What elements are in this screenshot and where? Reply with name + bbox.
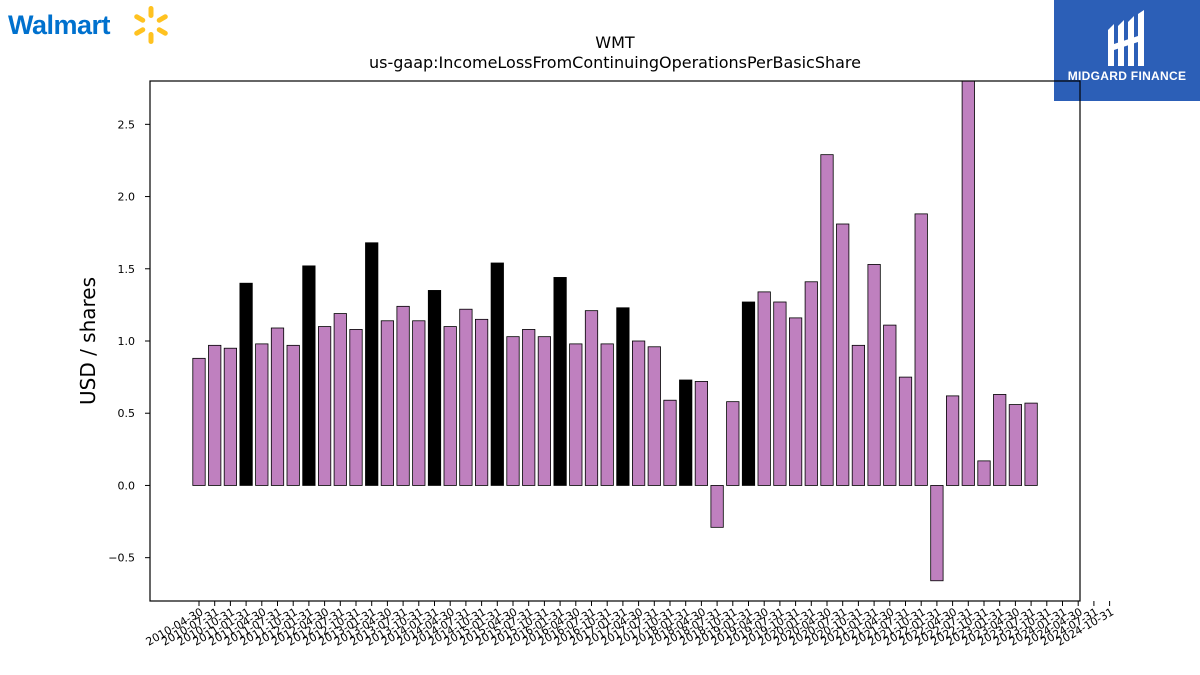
bar-2022-10-31 bbox=[977, 460, 991, 486]
bar-2018-07-31 bbox=[710, 485, 724, 528]
bar-2019-07-31 bbox=[773, 301, 787, 486]
bar-2011-07-31 bbox=[270, 327, 285, 486]
bar-2021-04-30 bbox=[883, 324, 897, 486]
bar-2017-07-31 bbox=[647, 346, 661, 486]
y-tick-label: 1.0 bbox=[118, 335, 136, 348]
walmart-logo-text: Walmart bbox=[8, 10, 111, 40]
bar-2014-07-31 bbox=[459, 308, 473, 486]
y-tick-label: 2.0 bbox=[118, 191, 136, 204]
bar-2017-01-31 bbox=[616, 307, 630, 486]
walmart-spark-icon bbox=[134, 6, 168, 44]
midgard-finance-logo: MIDGARD FINANCE bbox=[1054, 0, 1200, 101]
walmart-logo: Walmart bbox=[4, 2, 174, 48]
chart-subtitle: us-gaap:IncomeLossFromContinuingOperatio… bbox=[369, 53, 861, 72]
bar-2012-10-31 bbox=[349, 329, 363, 486]
bar-2019-04-30 bbox=[757, 291, 771, 486]
bar-2013-10-31 bbox=[412, 320, 426, 486]
bar-2015-01-31 bbox=[490, 262, 504, 486]
y-tick-label: 2.5 bbox=[118, 118, 136, 131]
bar-2012-01-31 bbox=[302, 265, 316, 486]
y-tick-label: 1.5 bbox=[118, 263, 136, 276]
bar-2013-07-31 bbox=[396, 305, 410, 486]
bar-2019-10-31 bbox=[789, 317, 803, 486]
plot-frame bbox=[149, 80, 1081, 602]
bar-2020-01-31 bbox=[804, 281, 818, 486]
bar-2016-04-30 bbox=[569, 343, 583, 486]
bar-2021-01-31 bbox=[867, 264, 881, 486]
bar-2012-04-30 bbox=[317, 326, 332, 486]
midgard-emblem-icon bbox=[1108, 10, 1144, 66]
bar-2022-04-30 bbox=[946, 395, 960, 486]
bar-2015-04-30 bbox=[506, 336, 520, 486]
bar-2020-10-31 bbox=[851, 344, 866, 486]
bar-2017-04-30 bbox=[632, 340, 646, 486]
bar-2016-01-31 bbox=[553, 277, 567, 486]
bar-2010-04-30 bbox=[192, 357, 206, 486]
y-tick-label: −0.5 bbox=[108, 552, 135, 565]
y-axis: −0.5 0.0 0.5 1.0 1.5 2.0 2.5 bbox=[108, 118, 150, 565]
bar-2016-10-31 bbox=[600, 343, 614, 486]
bar-2018-04-30 bbox=[694, 381, 709, 486]
y-tick-label: 0.5 bbox=[118, 407, 136, 420]
x-axis: 2010-04-302010-07-312010-10-312011-01-31… bbox=[144, 601, 1116, 649]
y-tick-label: 0.0 bbox=[118, 479, 136, 492]
bar-2015-10-31 bbox=[537, 336, 552, 486]
midgard-finance-logo-text: MIDGARD FINANCE bbox=[1067, 69, 1187, 83]
bar-2019-01-31 bbox=[741, 301, 756, 486]
bar-2013-04-30 bbox=[380, 320, 395, 486]
chart-title: WMT bbox=[595, 33, 635, 52]
bar-2021-07-31 bbox=[898, 376, 913, 486]
bar-2022-07-31 bbox=[961, 80, 975, 486]
bar-2020-07-31 bbox=[836, 223, 850, 486]
bar-2014-10-31 bbox=[474, 318, 489, 486]
bar-2017-10-31 bbox=[663, 399, 677, 486]
bar-2011-01-31 bbox=[239, 282, 253, 486]
bar-2015-07-31 bbox=[522, 329, 536, 486]
bar-2014-01-31 bbox=[427, 290, 442, 486]
bar-2011-04-30 bbox=[255, 343, 269, 486]
bar-2018-10-31 bbox=[726, 401, 740, 486]
bar-2022-01-31 bbox=[930, 485, 944, 582]
bar-2014-04-30 bbox=[443, 326, 457, 486]
bar-2018-01-31 bbox=[679, 379, 693, 486]
bar-2010-07-31 bbox=[208, 344, 222, 486]
bar-2023-07-31 bbox=[1024, 402, 1038, 486]
bar-2023-01-31 bbox=[993, 394, 1007, 486]
bar-2013-01-31 bbox=[365, 242, 379, 486]
bar-2011-10-31 bbox=[286, 344, 300, 486]
bars-group bbox=[192, 80, 1038, 582]
bar-2010-10-31 bbox=[223, 347, 237, 486]
bar-2012-07-31 bbox=[333, 313, 347, 486]
bar-2020-04-30 bbox=[820, 154, 834, 486]
y-axis-label: USD / shares bbox=[76, 277, 100, 405]
bar-2021-10-31 bbox=[914, 213, 928, 486]
bar-2023-04-30 bbox=[1008, 404, 1023, 486]
bar-2016-07-31 bbox=[584, 310, 599, 486]
